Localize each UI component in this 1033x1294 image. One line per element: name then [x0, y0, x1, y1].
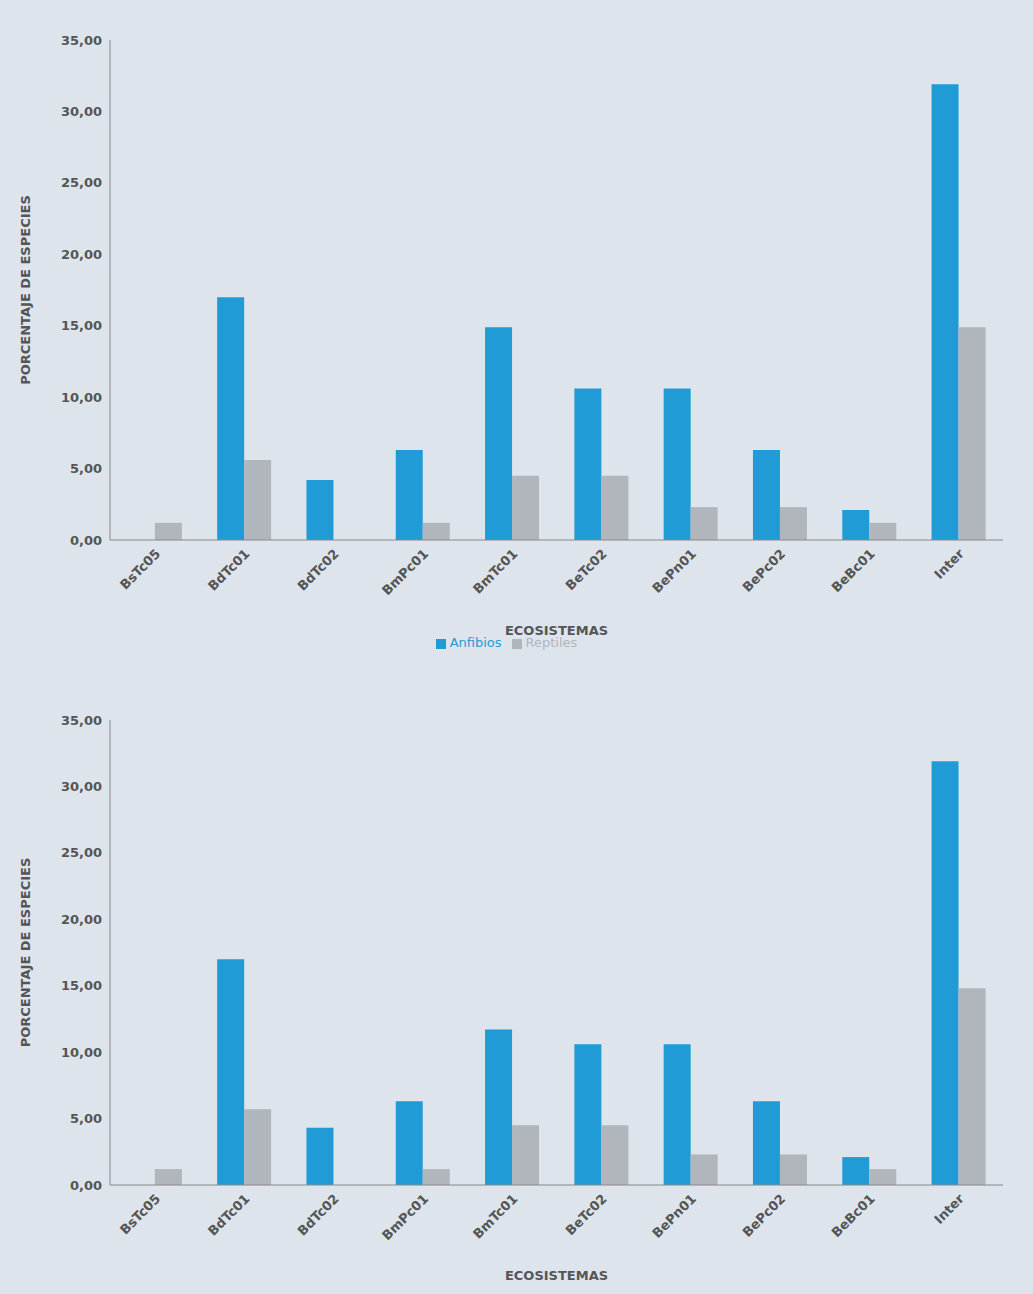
svg-text:BdTc01: BdTc01: [205, 546, 252, 593]
svg-text:BdTc02: BdTc02: [294, 546, 341, 593]
svg-text:BeBc01: BeBc01: [829, 546, 878, 595]
svg-text:5,00: 5,00: [70, 461, 102, 476]
svg-text:15,00: 15,00: [61, 318, 102, 333]
svg-text:30,00: 30,00: [61, 779, 102, 794]
svg-text:ECOSISTEMAS: ECOSISTEMAS: [505, 623, 608, 638]
html-text:Anfibios: Anfibios: [449, 635, 502, 650]
svg-text:BeTc02: BeTc02: [563, 546, 610, 593]
svg-text:BePc02: BePc02: [740, 546, 789, 595]
svg-text:PORCENTAJE DE ESPECIES: PORCENTAJE DE ESPECIES: [18, 195, 33, 385]
svg-text:BdTc02: BdTc02: [294, 1191, 341, 1238]
svg-text:BePn01: BePn01: [649, 1191, 699, 1241]
svg-text:BsTc05: BsTc05: [117, 546, 163, 592]
svg-text:Inter: Inter: [931, 1191, 967, 1227]
svg-text:35,00: 35,00: [61, 713, 102, 728]
svg-text:PORCENTAJE DE ESPECIES: PORCENTAJE DE ESPECIES: [18, 858, 33, 1048]
svg-text:20,00: 20,00: [61, 912, 102, 927]
html-text:Reptiles: Reptiles: [525, 635, 578, 650]
svg-text:25,00: 25,00: [61, 845, 102, 860]
svg-text:30,00: 30,00: [61, 104, 102, 119]
svg-text:10,00: 10,00: [61, 390, 102, 405]
svg-text:BePc02: BePc02: [740, 1191, 789, 1240]
svg-text:BePn01: BePn01: [649, 546, 699, 596]
svg-text:BsTc05: BsTc05: [117, 1191, 163, 1237]
svg-text:5,00: 5,00: [70, 1111, 102, 1126]
svg-text:20,00: 20,00: [61, 247, 102, 262]
svg-text:ECOSISTEMAS: ECOSISTEMAS: [505, 1268, 608, 1283]
svg-text:BdTc01: BdTc01: [205, 1191, 252, 1238]
svg-text:BmTc01: BmTc01: [470, 546, 520, 596]
svg-text:15,00: 15,00: [61, 978, 102, 993]
svg-text:0,00: 0,00: [70, 1178, 102, 1193]
svg-text:0,00: 0,00: [70, 533, 102, 548]
svg-text:BmTc01: BmTc01: [470, 1191, 520, 1241]
svg-text:10,00: 10,00: [61, 1045, 102, 1060]
svg-text:35,00: 35,00: [61, 33, 102, 48]
svg-text:BeBc01: BeBc01: [829, 1191, 878, 1240]
svg-text:BeTc02: BeTc02: [563, 1191, 610, 1238]
svg-text:25,00: 25,00: [61, 175, 102, 190]
svg-text:BmPc01: BmPc01: [379, 546, 431, 598]
svg-text:Inter: Inter: [931, 546, 967, 582]
svg-text:BmPc01: BmPc01: [379, 1191, 431, 1243]
